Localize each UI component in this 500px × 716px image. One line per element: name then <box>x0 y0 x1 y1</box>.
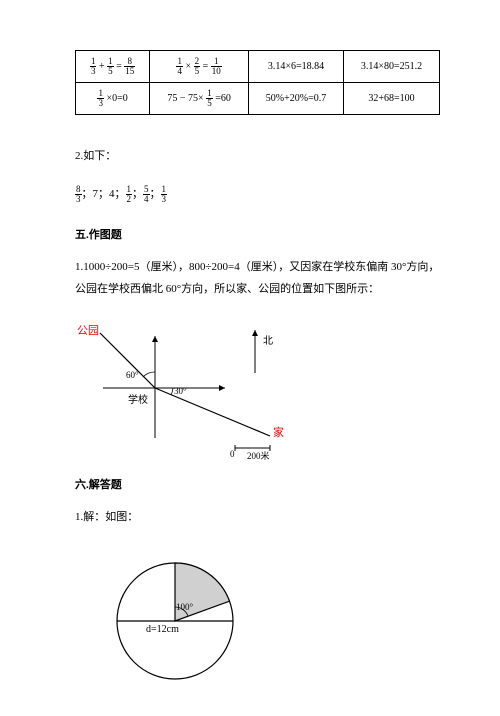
section-6-title: 六.解答题 <box>75 476 440 492</box>
label-scale-200: 200米 <box>247 449 270 462</box>
sequence-line: 83；7；4；12；54；13 <box>75 185 440 204</box>
problem-6-1-text: 1.解：如图： <box>75 506 440 528</box>
problem-5-1-text: 1.1000÷200=5（厘米），800÷200=4（厘米），又因家在学校东偏南… <box>75 256 440 300</box>
label-home: 家 <box>273 424 284 440</box>
label-diameter: d=12cm <box>146 624 179 635</box>
circle-diagram: 100° d=12cm <box>90 546 270 696</box>
cell-r1c2: 14 × 25 = 110 <box>150 51 249 83</box>
label-scale-0: 0 <box>230 449 235 459</box>
cell-r2c4: 32+68=100 <box>343 83 439 115</box>
item-2-prefix: 2.如下： <box>75 145 440 167</box>
cell-r1c3: 3.14×6=18.84 <box>249 51 344 83</box>
label-north: 北 <box>263 332 273 347</box>
direction-diagram: 公园 北 60° 30° 学校 家 0 200米 <box>75 318 315 458</box>
label-park: 公园 <box>77 322 99 338</box>
section-5-title: 五.作图题 <box>75 226 440 242</box>
label-angle-100: 100° <box>176 602 193 612</box>
label-school: 学校 <box>128 391 148 406</box>
cell-r2c2: 75 − 75× 15 =60 <box>150 83 249 115</box>
cell-r1c1: 13 + 15 = 815 <box>76 51 150 83</box>
cell-r1c4: 3.14×80=251.2 <box>343 51 439 83</box>
calculation-table: 13 + 15 = 815 14 × 25 = 110 3.14×6=18.84… <box>75 50 440 115</box>
label-angle-60: 60° <box>126 370 139 380</box>
cell-r2c1: 13 ×0=0 <box>76 83 150 115</box>
label-angle-30: 30° <box>174 386 187 396</box>
cell-r2c3: 50%+20%=0.7 <box>249 83 344 115</box>
